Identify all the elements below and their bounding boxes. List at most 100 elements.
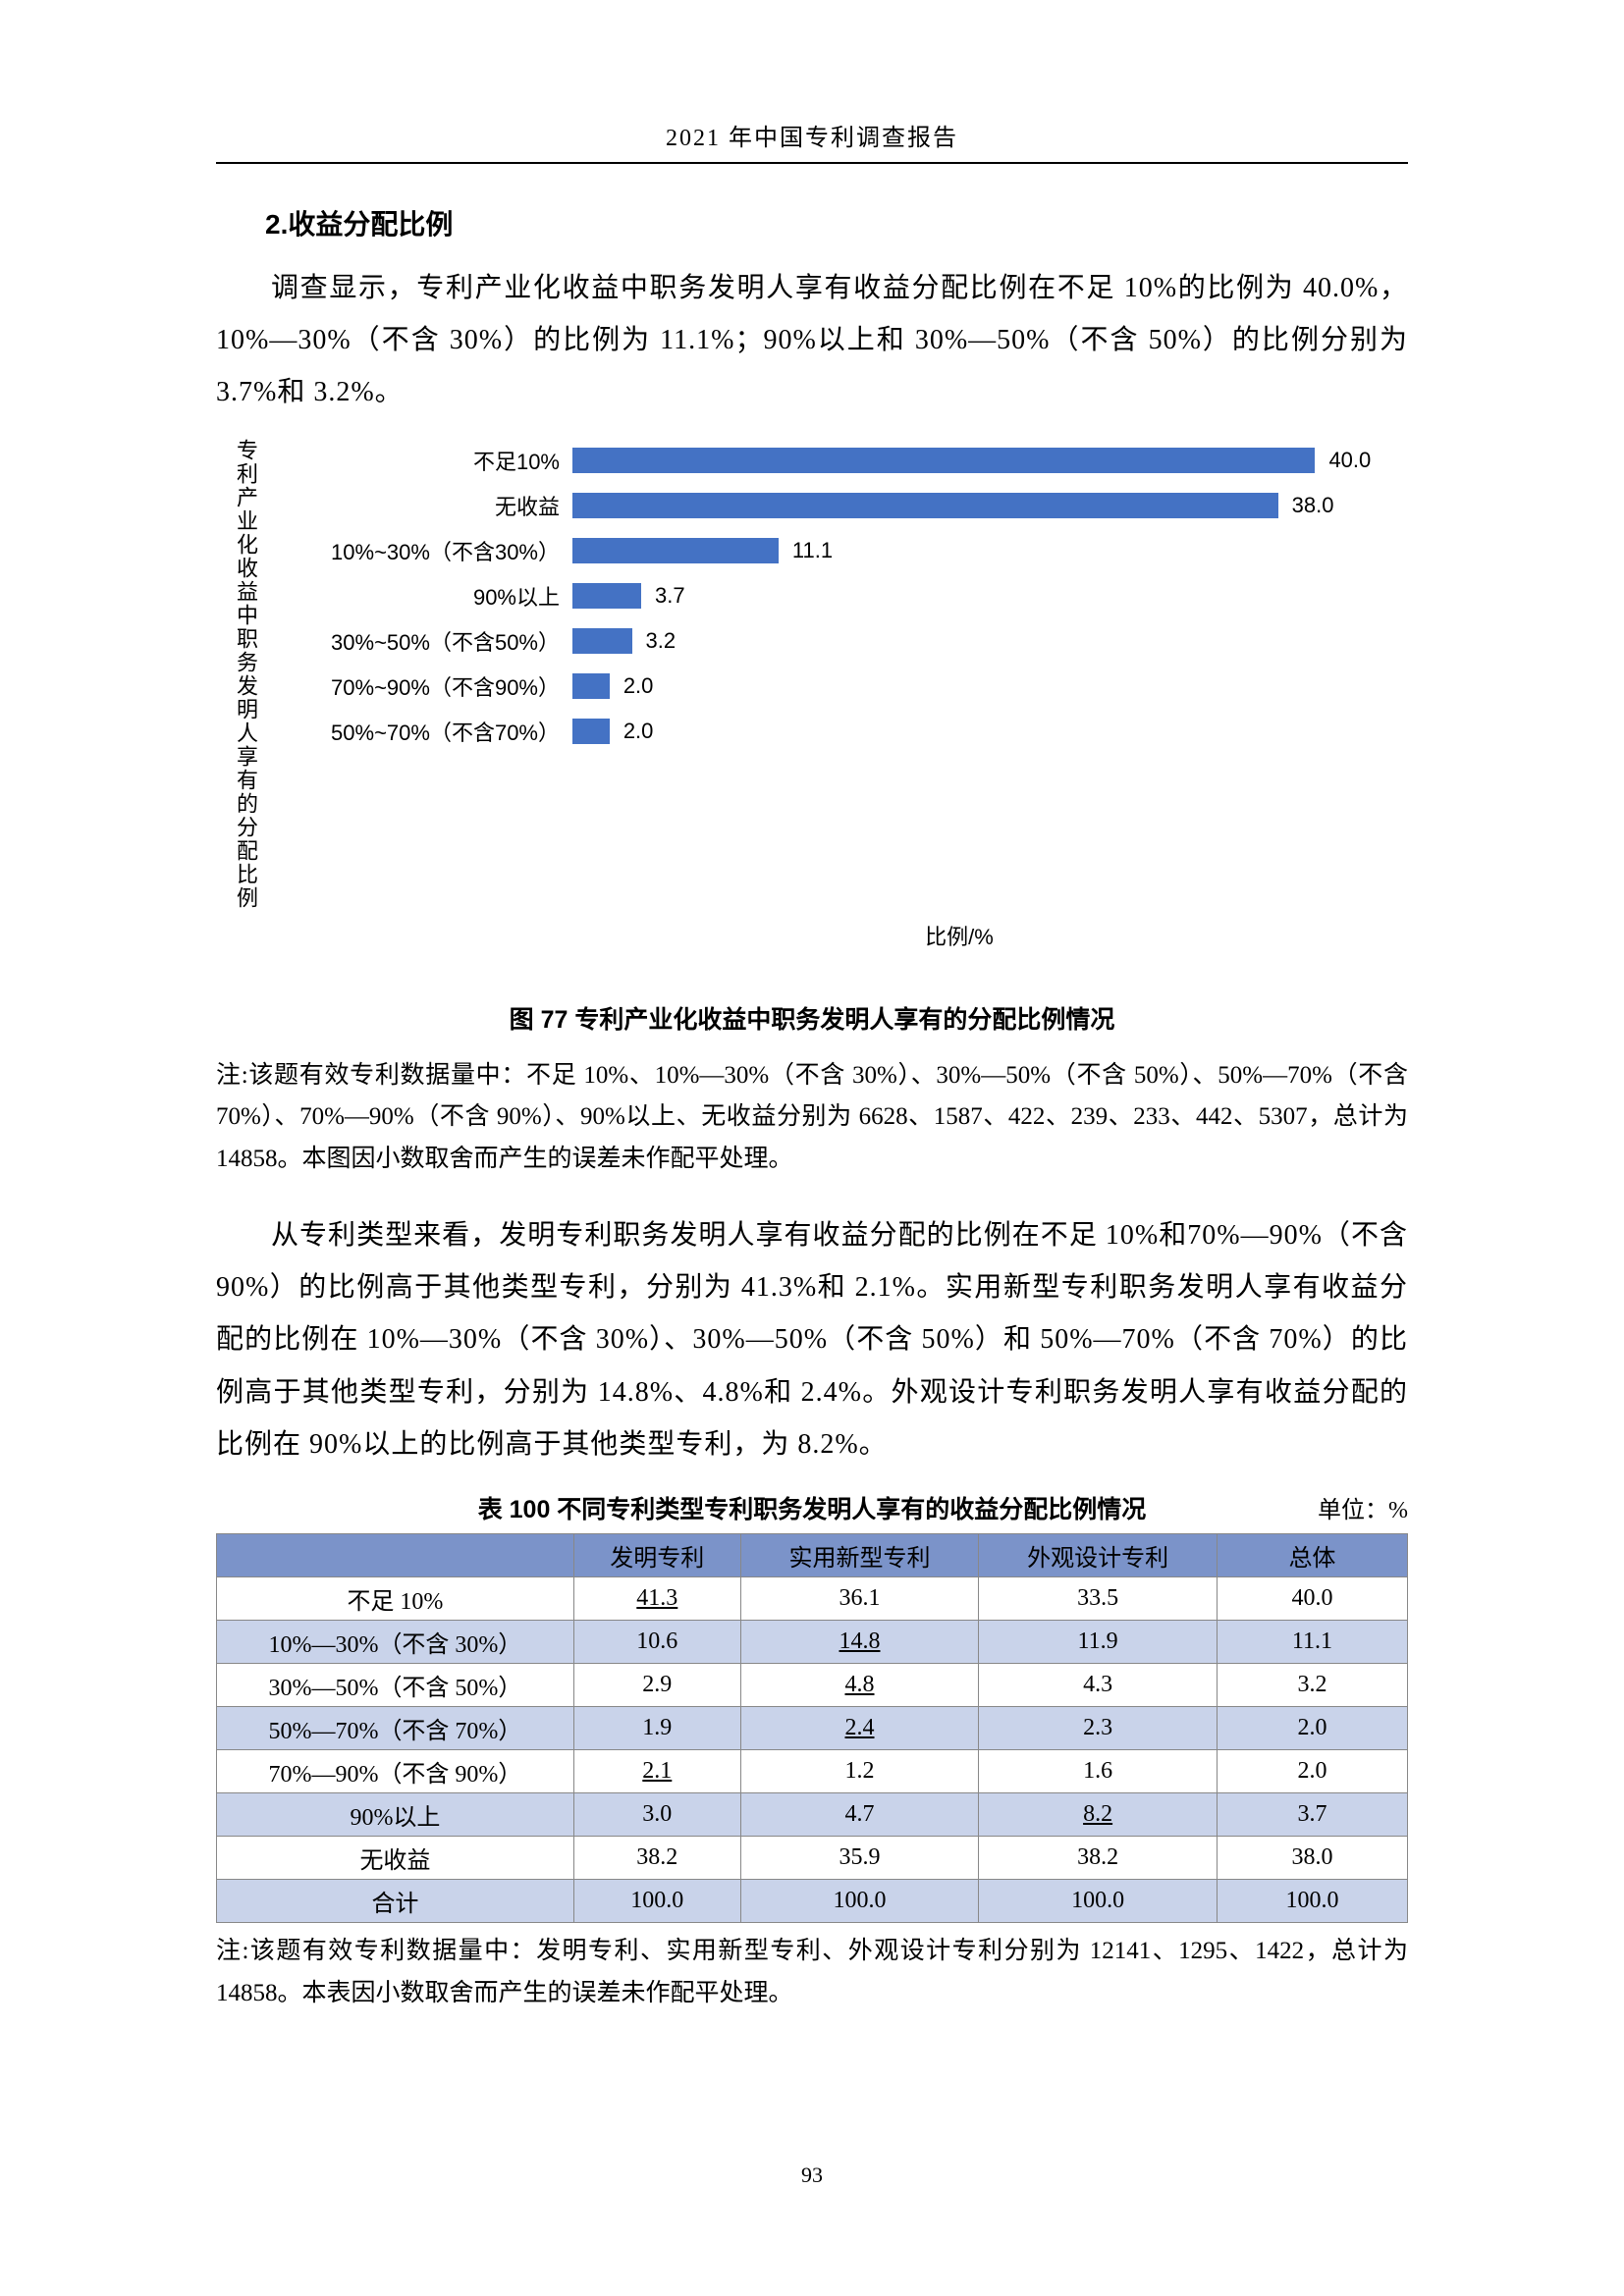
table-cell: 36.1 bbox=[740, 1577, 979, 1621]
table-cell: 3.7 bbox=[1217, 1793, 1407, 1837]
chart-bar-track: 3.7 bbox=[571, 583, 1408, 609]
table-cell: 1.2 bbox=[740, 1750, 979, 1793]
table-cell: 1.6 bbox=[979, 1750, 1218, 1793]
chart-bar-row: 10%~30%（不含30%）11.1 bbox=[285, 529, 1408, 572]
table-cell: 38.0 bbox=[1217, 1837, 1407, 1880]
table-cell: 41.3 bbox=[573, 1577, 740, 1621]
table-row-label: 30%—50%（不含 50%） bbox=[217, 1664, 574, 1707]
chart-bar-row: 50%~70%（不含70%） 2.0 bbox=[285, 710, 1408, 753]
table-header-cell: 外观设计专利 bbox=[979, 1534, 1218, 1577]
table-row-label: 70%—90%（不含 90%） bbox=[217, 1750, 574, 1793]
table-cell: 2.9 bbox=[573, 1664, 740, 1707]
table-cell: 14.8 bbox=[740, 1621, 979, 1664]
chart-bar-track: 40.0 bbox=[571, 448, 1408, 473]
table-cell: 2.3 bbox=[979, 1707, 1218, 1750]
table-row: 50%—70%（不含 70%）1.92.42.32.0 bbox=[217, 1707, 1408, 1750]
table-header-cell: 总体 bbox=[1217, 1534, 1407, 1577]
page-number: 93 bbox=[0, 2163, 1624, 2188]
chart-bar-value: 11.1 bbox=[792, 538, 833, 563]
chart-bar-fill bbox=[572, 719, 610, 744]
table-unit: 单位：% bbox=[1318, 1490, 1408, 1524]
table-row-label: 合计 bbox=[217, 1880, 574, 1923]
table-row: 无收益38.235.938.238.0 bbox=[217, 1837, 1408, 1880]
chart-bars-area: 不足10%40.0 无收益 38.0 10%~30%（不含30%）11.1 90%以上 3… bbox=[285, 439, 1408, 910]
table-row: 不足 10%41.336.133.540.0 bbox=[217, 1577, 1408, 1621]
figure-caption: 图 77 专利产业化收益中职务发明人享有的分配比例情况 bbox=[216, 1000, 1408, 1036]
table-row-label: 不足 10% bbox=[217, 1577, 574, 1621]
table-cell: 38.2 bbox=[573, 1837, 740, 1880]
chart-bar-row: 30%~50%（不含50%）3.2 bbox=[285, 619, 1408, 663]
paragraph-1: 调查显示，专利产业化收益中职务发明人享有收益分配比例在不足 10%的比例为 40… bbox=[216, 262, 1408, 419]
chart-x-axis-label: 比例/% bbox=[216, 920, 1408, 951]
chart-bar-value: 3.2 bbox=[646, 628, 677, 654]
section-heading: 2.收益分配比例 bbox=[265, 203, 1408, 242]
chart-bar-track: 3.2 bbox=[571, 628, 1408, 654]
chart-bar-value: 40.0 bbox=[1328, 448, 1371, 473]
table-title-row: 表 100 不同专利类型专利职务发明人享有的收益分配比例情况 单位：% bbox=[216, 1490, 1408, 1525]
table-cell: 4.3 bbox=[979, 1664, 1218, 1707]
table-row-label: 无收益 bbox=[217, 1837, 574, 1880]
table-cell: 11.9 bbox=[979, 1621, 1218, 1664]
table-title: 表 100 不同专利类型专利职务发明人享有的收益分配比例情况 bbox=[478, 1490, 1147, 1525]
bar-chart: 专利产业化收益中职务发明人享有的分配比例 不足10%40.0 无收益 38.0 10%… bbox=[216, 439, 1408, 951]
chart-bar-row: 无收益 38.0 bbox=[285, 484, 1408, 527]
table-header-cell bbox=[217, 1534, 574, 1577]
chart-bar-category: 无收益 bbox=[285, 490, 571, 521]
table-cell: 3.0 bbox=[573, 1793, 740, 1837]
table-cell: 1.9 bbox=[573, 1707, 740, 1750]
chart-bar-track: 11.1 bbox=[571, 538, 1408, 563]
table-cell: 2.4 bbox=[740, 1707, 979, 1750]
table-row: 合计100.0100.0100.0100.0 bbox=[217, 1880, 1408, 1923]
doc-header-title: 2021 年中国专利调查报告 bbox=[216, 118, 1408, 152]
chart-bar-fill bbox=[572, 673, 610, 699]
chart-bar-value: 3.7 bbox=[655, 583, 685, 609]
table-cell: 11.1 bbox=[1217, 1621, 1407, 1664]
table-cell: 3.2 bbox=[1217, 1664, 1407, 1707]
chart-bar-value: 2.0 bbox=[623, 719, 654, 744]
table-row-label: 50%—70%（不含 70%） bbox=[217, 1707, 574, 1750]
table-cell: 100.0 bbox=[1217, 1880, 1407, 1923]
table-cell: 10.6 bbox=[573, 1621, 740, 1664]
chart-bar-row: 70%~90%（不含90%） 2.0 bbox=[285, 665, 1408, 708]
table-cell: 8.2 bbox=[979, 1793, 1218, 1837]
chart-bar-row: 不足10%40.0 bbox=[285, 439, 1408, 482]
table-cell: 33.5 bbox=[979, 1577, 1218, 1621]
chart-bar-fill bbox=[572, 493, 1278, 518]
table-cell: 2.1 bbox=[573, 1750, 740, 1793]
table-note: 注:该题有效专利数据量中：发明专利、实用新型专利、外观设计专利分别为 12141… bbox=[216, 1931, 1408, 2014]
figure-note: 注:该题有效专利数据量中：不足 10%、10%—30%（不含 30%）、30%—… bbox=[216, 1055, 1408, 1181]
table-header-cell: 实用新型专利 bbox=[740, 1534, 979, 1577]
chart-bar-track: 38.0 bbox=[571, 493, 1408, 518]
table-cell: 2.0 bbox=[1217, 1707, 1407, 1750]
chart-bar-fill bbox=[572, 538, 779, 563]
chart-bar-track: 2.0 bbox=[571, 673, 1408, 699]
chart-bar-fill bbox=[572, 628, 632, 654]
table-cell: 100.0 bbox=[573, 1880, 740, 1923]
data-table: 发明专利实用新型专利外观设计专利总体不足 10%41.336.133.540.0… bbox=[216, 1533, 1408, 1923]
table-cell: 2.0 bbox=[1217, 1750, 1407, 1793]
table-cell: 35.9 bbox=[740, 1837, 979, 1880]
table-cell: 4.8 bbox=[740, 1664, 979, 1707]
chart-bar-track: 2.0 bbox=[571, 719, 1408, 744]
chart-bar-category: 90%以上 bbox=[285, 580, 571, 612]
table-row-label: 10%—30%（不含 30%） bbox=[217, 1621, 574, 1664]
table-cell: 100.0 bbox=[740, 1880, 979, 1923]
table-row: 70%—90%（不含 90%）2.11.21.62.0 bbox=[217, 1750, 1408, 1793]
page: 2021 年中国专利调查报告 2.收益分配比例 调查显示，专利产业化收益中职务发… bbox=[0, 0, 1624, 2296]
chart-bar-fill bbox=[572, 583, 641, 609]
table-row: 90%以上3.04.78.23.7 bbox=[217, 1793, 1408, 1837]
chart-bar-category: 70%~90%（不含90%） bbox=[285, 670, 571, 702]
chart-bar-category: 50%~70%（不含70%） bbox=[285, 716, 571, 747]
table-cell: 100.0 bbox=[979, 1880, 1218, 1923]
chart-bar-value: 2.0 bbox=[623, 673, 654, 699]
header-rule bbox=[216, 162, 1408, 164]
chart-bar-fill bbox=[572, 448, 1315, 473]
table-cell: 4.7 bbox=[740, 1793, 979, 1837]
table-row: 10%—30%（不含 30%）10.614.811.911.1 bbox=[217, 1621, 1408, 1664]
chart-bar-value: 38.0 bbox=[1292, 493, 1334, 518]
table-row-label: 90%以上 bbox=[217, 1793, 574, 1837]
table-cell: 40.0 bbox=[1217, 1577, 1407, 1621]
table-header-cell: 发明专利 bbox=[573, 1534, 740, 1577]
chart-y-axis-label: 专利产业化收益中职务发明人享有的分配比例 bbox=[216, 439, 285, 910]
chart-bar-row: 90%以上 3.7 bbox=[285, 574, 1408, 617]
